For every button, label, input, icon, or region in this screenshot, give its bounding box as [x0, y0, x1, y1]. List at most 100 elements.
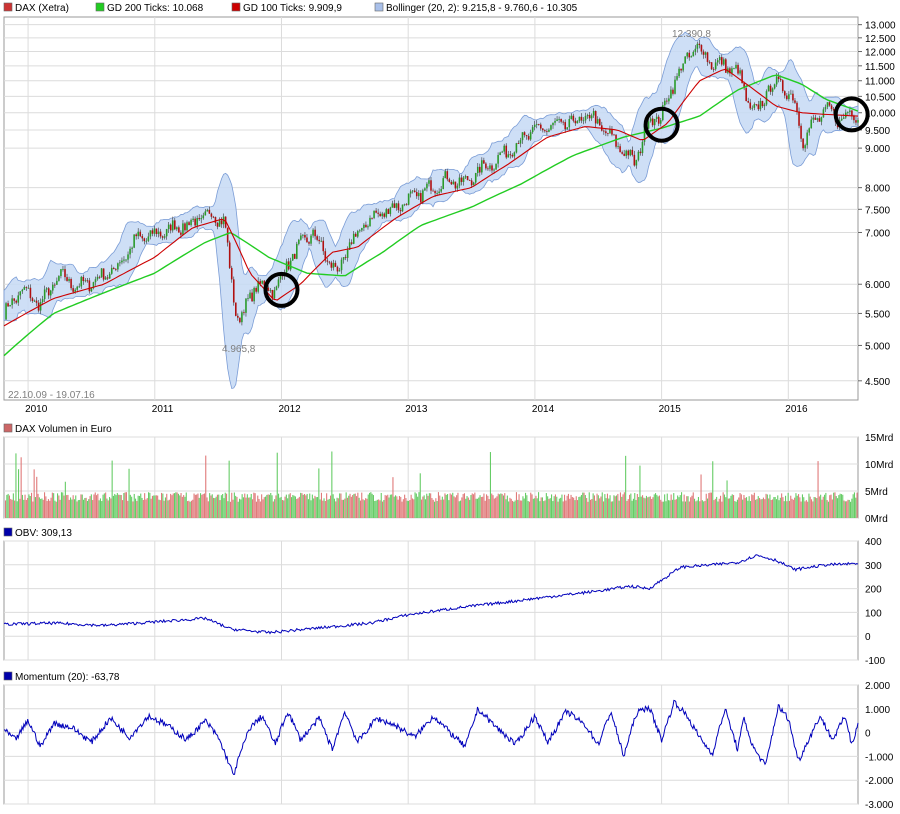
price-y-tick-label: 4.500 [865, 377, 890, 388]
candle-body [15, 300, 17, 303]
volume-bar [668, 500, 670, 518]
volume-bar [851, 498, 853, 518]
candle-body [666, 100, 668, 102]
volume-bar [844, 501, 846, 518]
volume-bar [24, 494, 26, 518]
candle-body [485, 163, 487, 169]
candle-body [450, 181, 453, 185]
obv-y-tick-label: 200 [865, 585, 882, 596]
volume-bar [213, 497, 215, 518]
candle-body [857, 120, 859, 123]
candle-body [847, 112, 849, 113]
volume-bar [209, 493, 211, 518]
volume-bar [679, 495, 681, 518]
volume-bar [32, 501, 34, 518]
volume-bar [341, 499, 343, 518]
volume-bar [111, 460, 113, 518]
volume-bar [81, 494, 83, 518]
volume-bar [639, 465, 641, 518]
volume-bar [814, 497, 816, 518]
volume-bar [149, 492, 151, 518]
volume-bar [850, 501, 852, 518]
candle-body [814, 117, 817, 120]
candle-body [430, 180, 432, 191]
volume-bar [406, 500, 408, 518]
volume-bar [677, 495, 679, 518]
volume-bar [66, 495, 68, 518]
candle-body [765, 91, 768, 105]
price-y-tick-label: 7.000 [865, 228, 890, 239]
volume-bar [151, 495, 153, 518]
volume-bar [220, 495, 222, 518]
volume-bar [778, 500, 780, 518]
volume-bar [263, 497, 265, 518]
volume-bar [466, 496, 468, 518]
price-y-tick-label: 10.000 [865, 109, 896, 120]
volume-bar [499, 494, 501, 518]
candle-body [255, 287, 257, 292]
volume-bar [444, 493, 446, 518]
candle-body [9, 305, 11, 307]
candle-body [706, 52, 709, 62]
volume-bar [58, 495, 60, 518]
volume-bar [404, 494, 406, 518]
volume-bar [431, 497, 433, 518]
volume-bar [42, 499, 44, 518]
volume-bar [662, 501, 664, 518]
legend-swatch-volume [3, 423, 13, 433]
volume-bar [460, 500, 462, 518]
volume-bar [807, 501, 809, 518]
volume-bar [463, 493, 465, 518]
volume-bar [89, 496, 91, 518]
candle-body [196, 217, 198, 226]
volume-bar [326, 493, 328, 518]
volume-bar [228, 460, 230, 518]
candle-body [607, 133, 609, 134]
volume-y-tick-label: 0Mrd [865, 514, 888, 525]
volume-bar [853, 492, 855, 518]
volume-bar [67, 494, 69, 518]
volume-bar [327, 499, 329, 518]
candle-body [139, 231, 142, 237]
volume-bar [536, 498, 538, 518]
volume-bar [716, 496, 718, 518]
high-annotation: 12.390,8 [672, 29, 711, 40]
candle-body [723, 59, 725, 65]
candle-body [568, 119, 571, 128]
candle-body [849, 110, 851, 113]
volume-bar [657, 496, 659, 518]
candle-body [100, 268, 103, 278]
volume-bar [540, 497, 542, 518]
volume-bar [731, 494, 733, 518]
candle-body [753, 104, 756, 108]
candle-body [251, 292, 253, 302]
volume-bar [638, 497, 640, 518]
candle-body [472, 182, 475, 186]
volume-bar [574, 500, 576, 518]
volume-bar [470, 495, 472, 518]
volume-bar [314, 495, 316, 518]
volume-bar [46, 501, 48, 518]
volume-bar [148, 492, 150, 518]
volume-bar [616, 495, 618, 518]
candle-body [74, 289, 76, 292]
obv-y-tick-label: 0 [865, 632, 871, 643]
candle-body [346, 249, 349, 258]
volume-bar [640, 496, 642, 518]
volume-bar [575, 496, 577, 518]
volume-bar [253, 492, 255, 518]
volume-bar [629, 494, 631, 518]
volume-bar [305, 495, 307, 518]
candle-body [338, 270, 341, 272]
candle-body [458, 177, 461, 186]
volume-bar [98, 500, 100, 518]
volume-bar [644, 498, 646, 518]
volume-bar [80, 494, 82, 518]
volume-bar [735, 501, 737, 518]
candle-body [497, 155, 499, 164]
volume-bar [414, 492, 416, 518]
candle-body [326, 260, 329, 262]
volume-bar [553, 496, 555, 518]
volume-bar [505, 499, 507, 518]
candle-body [296, 243, 298, 259]
